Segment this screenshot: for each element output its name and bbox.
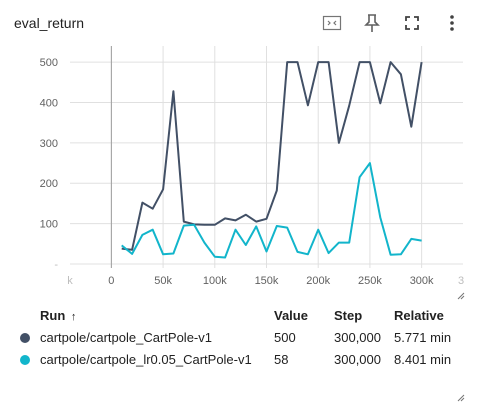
more-vert-icon <box>450 15 454 31</box>
run-color-cell <box>12 348 40 370</box>
x-tick-label: k <box>67 275 73 287</box>
pin-icon <box>364 14 380 32</box>
y-tick-label: 300 <box>40 138 58 150</box>
y-tick-label: 500 <box>40 57 58 69</box>
card-resize-handle[interactable] <box>455 392 465 402</box>
pin-button[interactable] <box>352 10 392 36</box>
table-header-row: Run ↑ Value Step Relative <box>12 304 474 326</box>
x-tick-label: 3 <box>458 275 464 287</box>
card-title: eval_return <box>14 15 85 31</box>
header-value[interactable]: Value <box>274 307 308 323</box>
fit-domain-button[interactable] <box>312 10 352 36</box>
line-chart[interactable]: k 0 50k 100k 150k 200k 250k 300k 3 - 100 200 300 400 5… <box>0 40 480 295</box>
run-step: 300,000 <box>334 351 381 367</box>
run-value: 58 <box>274 351 289 367</box>
fit-domain-icon <box>322 15 342 31</box>
table-row: cartpole/cartpole_CartPole-v1 500 300,00… <box>12 326 474 348</box>
run-step: 300,000 <box>334 329 381 345</box>
chart-area[interactable]: k 0 50k 100k 150k 200k 250k 300k 3 - 100 200 300 400 5… <box>0 40 480 295</box>
x-tick-label: 150k <box>255 275 279 287</box>
resize-icon <box>457 292 465 300</box>
y-tick-label: 400 <box>40 98 58 110</box>
more-options-button[interactable] <box>432 10 472 36</box>
header-step[interactable]: Step <box>334 307 363 323</box>
x-tick-label: 250k <box>358 275 382 287</box>
y-tick-label: 200 <box>40 178 58 190</box>
series-line <box>121 162 422 259</box>
fullscreen-icon <box>405 16 419 30</box>
header-color <box>12 304 40 326</box>
run-relative: 8.401 min <box>394 351 452 367</box>
run-name: cartpole/cartpole_lr0.05_CartPole-v1 <box>40 351 252 367</box>
fullscreen-button[interactable] <box>392 10 432 36</box>
header-run[interactable]: Run ↑ <box>40 304 274 326</box>
run-color-dot <box>20 355 30 366</box>
sort-arrow-icon: ↑ <box>70 310 77 323</box>
x-tick-label: 200k <box>306 275 330 287</box>
resize-icon <box>457 394 465 402</box>
run-color-dot <box>20 333 30 344</box>
run-color-cell <box>12 326 40 348</box>
x-tick-label: 50k <box>154 275 172 287</box>
run-value: 500 <box>274 329 296 345</box>
chart-resize-handle[interactable] <box>455 290 465 300</box>
runs-table: Run ↑ Value Step Relative cartpole/cartp… <box>12 304 474 370</box>
run-relative: 5.771 min <box>394 329 452 345</box>
table-row: cartpole/cartpole_lr0.05_CartPole-v1 58 … <box>12 348 474 370</box>
header-run-label: Run <box>40 307 66 323</box>
y-tick-label: - <box>54 259 58 271</box>
card-toolbar <box>312 10 472 36</box>
x-tick-label: 100k <box>203 275 227 287</box>
series-line <box>121 61 423 251</box>
x-tick-label: 0 <box>108 275 114 287</box>
y-tick-label: 100 <box>40 219 58 231</box>
header-relative[interactable]: Relative <box>394 307 444 323</box>
run-name: cartpole/cartpole_CartPole-v1 <box>40 329 212 345</box>
x-tick-label: 300k <box>410 275 434 287</box>
